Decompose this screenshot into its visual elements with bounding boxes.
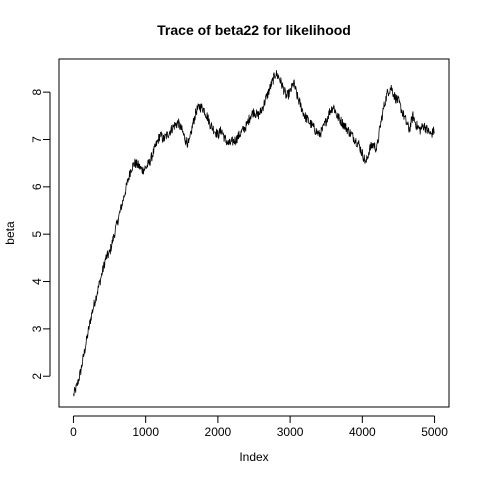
y-tick-label: 8 xyxy=(30,88,44,95)
x-tick-label: 4000 xyxy=(349,425,376,439)
x-tick-label: 1000 xyxy=(132,425,159,439)
chart-title: Trace of beta22 for likelihood xyxy=(157,22,351,38)
y-axis: 2 3 4 5 6 7 8 xyxy=(30,88,51,380)
y-tick-label: 4 xyxy=(30,278,44,285)
y-tick-label: 2 xyxy=(30,373,44,380)
beta-trace-line xyxy=(73,70,435,397)
x-axis: 0 1000 2000 3000 4000 5000 xyxy=(70,415,448,439)
x-axis-label: Index xyxy=(239,450,268,464)
y-tick-label: 6 xyxy=(30,183,44,190)
y-tick-label: 3 xyxy=(30,325,44,332)
x-tick-label: 2000 xyxy=(205,425,232,439)
x-tick-label: 0 xyxy=(70,425,77,439)
plot-frame xyxy=(58,58,450,408)
x-tick-label: 3000 xyxy=(277,425,304,439)
x-tick-label: 5000 xyxy=(421,425,448,439)
y-tick-label: 7 xyxy=(30,136,44,143)
y-tick-label: 5 xyxy=(30,231,44,238)
y-axis-label: beta xyxy=(3,221,17,245)
